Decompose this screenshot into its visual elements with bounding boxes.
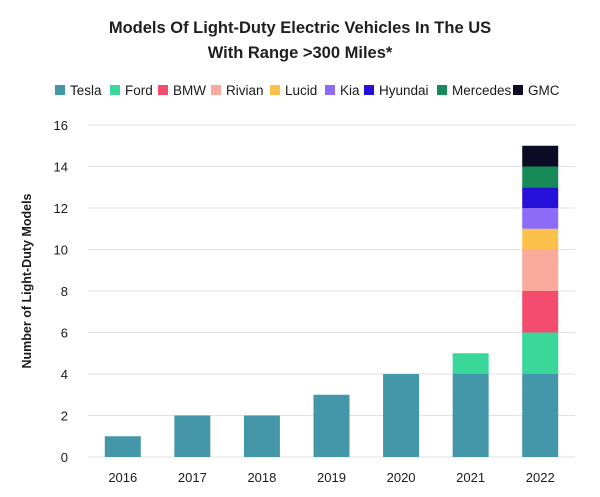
bar-segment-tesla <box>243 415 280 457</box>
legend-label: Hyundai <box>379 82 429 98</box>
legend-item-kia: Kia <box>325 80 360 100</box>
chart-title-line-2: With Range >300 Miles* <box>207 44 393 62</box>
x-tick-label: 2021 <box>456 470 485 485</box>
bar-segment-tesla <box>174 415 211 457</box>
y-axis-label: Number of Light-Duty Models <box>20 193 34 369</box>
y-tick-label: 12 <box>54 201 68 216</box>
y-tick-label: 4 <box>61 367 68 382</box>
legend-label: BMW <box>173 82 206 98</box>
x-tick-label: 2022 <box>526 470 555 485</box>
legend-swatch <box>110 85 120 95</box>
bar-segment-tesla <box>104 436 141 457</box>
y-tick-label: 14 <box>54 160 68 175</box>
x-tick-label: 2018 <box>247 470 276 485</box>
legend-label: Ford <box>125 82 153 98</box>
bar-segment-kia <box>522 208 559 229</box>
legend-swatch <box>325 85 335 95</box>
bar-segment-tesla <box>313 394 350 457</box>
legend-swatch <box>55 85 65 95</box>
y-tick-label: 16 <box>54 118 68 133</box>
legend-item-tesla: Tesla <box>55 80 102 100</box>
x-tick-label: 2017 <box>178 470 207 485</box>
legend-item-hyundai: Hyundai <box>364 80 429 100</box>
legend-swatch <box>270 85 280 95</box>
legend-label: Tesla <box>70 82 102 98</box>
y-tick-label: 10 <box>54 243 68 258</box>
bar-segment-lucid <box>522 228 559 250</box>
legend-item-lucid: Lucid <box>270 80 317 100</box>
legend: Tesla Ford BMW Rivian Lucid Kia Hyundai Mercede… <box>0 80 600 100</box>
legend-item-rivian: Rivian <box>211 80 264 100</box>
bar-segment-tesla <box>522 374 559 457</box>
y-tick-label: 0 <box>61 450 68 465</box>
legend-item-mercedes: Mercedes <box>437 80 511 100</box>
y-tick-label: 8 <box>61 284 68 299</box>
bar-segment-ford <box>452 353 489 374</box>
legend-label: Mercedes <box>452 82 512 98</box>
legend-swatch <box>158 85 168 95</box>
legend-label: Lucid <box>285 82 318 98</box>
bar-segment-mercedes <box>522 166 559 188</box>
bar-segment-hyundai <box>522 187 559 208</box>
y-tick-label: 6 <box>61 326 68 341</box>
bar-segment-rivian <box>522 249 559 291</box>
chart-title-line-1: Models Of Light-Duty Electric Vehicles I… <box>108 19 492 37</box>
bar-segment-tesla <box>383 374 420 457</box>
legend-label: GMC <box>528 82 560 98</box>
legend-swatch <box>513 85 523 95</box>
legend-item-bmw: BMW <box>158 80 206 100</box>
x-tick-label: 2019 <box>317 470 346 485</box>
x-tick-label: 2016 <box>108 470 137 485</box>
legend-item-ford: Ford <box>110 80 153 100</box>
x-tick-label: 2020 <box>387 470 416 485</box>
legend-label: Kia <box>340 82 360 98</box>
legend-swatch <box>364 85 374 95</box>
legend-swatch <box>211 85 221 95</box>
chart-title: Models Of Light-Duty Electric Vehicles I… <box>0 16 600 66</box>
bar-segment-ford <box>522 332 559 374</box>
legend-item-gmc: GMC <box>513 80 560 100</box>
y-tick-label: 2 <box>61 409 68 424</box>
legend-label: Rivian <box>226 82 264 98</box>
bar-segment-tesla <box>452 374 489 457</box>
legend-swatch <box>437 85 447 95</box>
bar-segment-bmw <box>522 291 559 333</box>
bar-segment-gmc <box>522 145 559 167</box>
